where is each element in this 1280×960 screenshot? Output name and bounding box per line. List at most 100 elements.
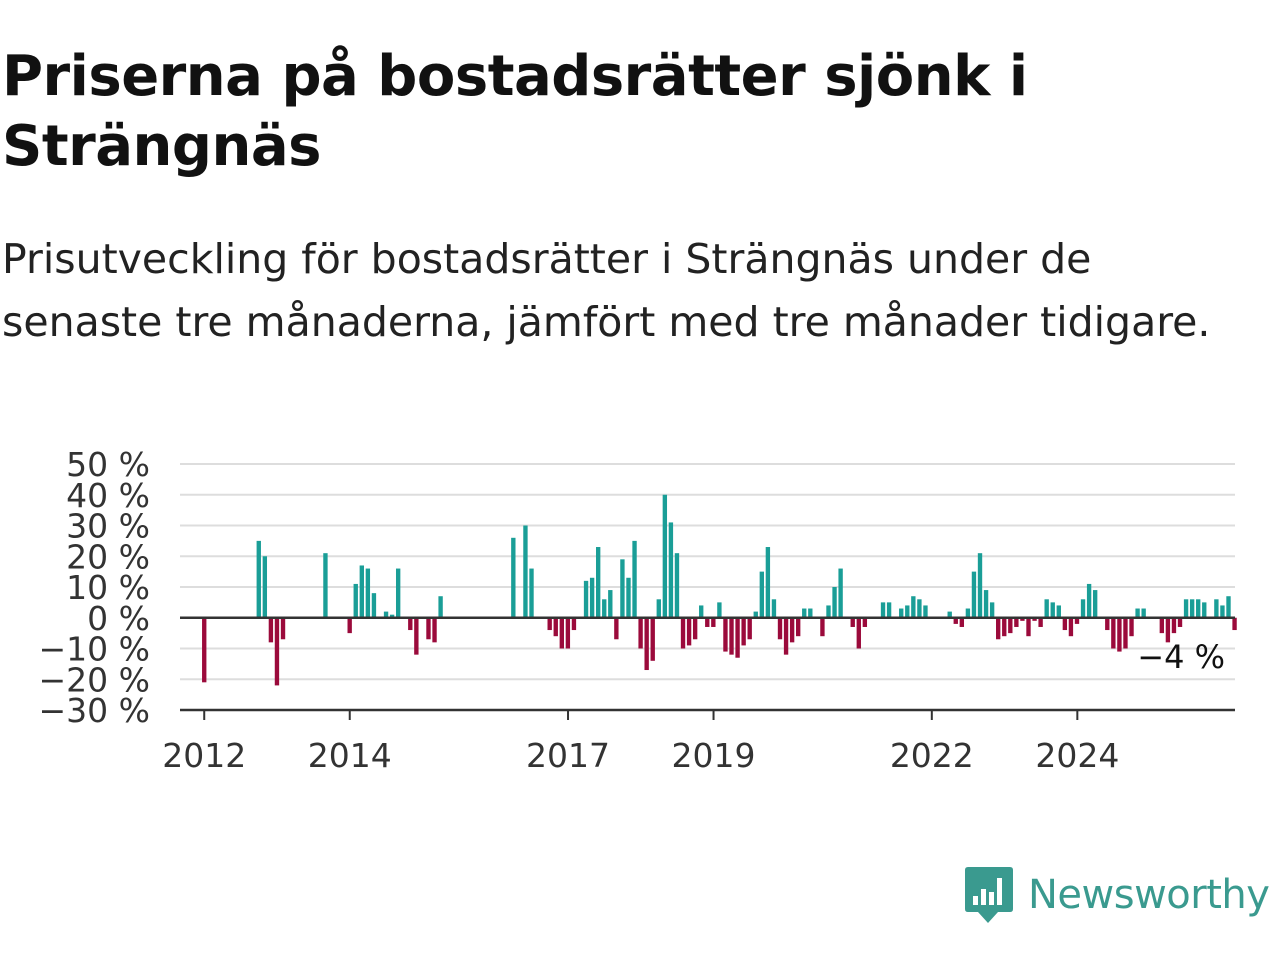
bar	[1086, 583, 1092, 618]
bar	[796, 617, 801, 637]
bar	[595, 547, 601, 618]
bar	[565, 617, 571, 649]
bar	[1092, 590, 1098, 618]
bar	[838, 568, 843, 618]
bar	[1123, 617, 1128, 649]
bar	[699, 605, 704, 618]
bar	[717, 602, 722, 618]
bar	[723, 617, 728, 652]
grid-lines	[180, 463, 1235, 711]
bar	[1165, 617, 1171, 643]
bar	[1226, 596, 1231, 618]
bar	[971, 571, 977, 618]
bar	[977, 553, 983, 618]
bar	[996, 617, 1001, 640]
bar	[789, 617, 795, 643]
bar	[1105, 617, 1110, 631]
bar	[1056, 605, 1061, 618]
bar	[529, 568, 534, 618]
bar	[1032, 617, 1037, 621]
bar	[850, 617, 855, 627]
y-tick-labels: 50 %40 %30 %20 %10 %0 %−10 %−20 %−30 %	[39, 445, 151, 730]
bar	[905, 605, 910, 618]
bar	[365, 568, 371, 618]
bar	[947, 611, 952, 618]
bar	[668, 522, 674, 618]
bar	[1220, 605, 1225, 618]
x-tick-label: 2014	[308, 736, 392, 775]
bar	[280, 617, 286, 640]
bar	[965, 608, 971, 618]
y-tick-label: 50 %	[66, 445, 150, 484]
bar	[832, 587, 837, 618]
bar	[735, 617, 740, 658]
bar	[680, 617, 686, 649]
bar	[783, 617, 789, 655]
bar	[989, 602, 995, 618]
bar	[323, 553, 328, 618]
bar	[644, 617, 649, 671]
bar	[1020, 617, 1025, 621]
bar	[408, 617, 413, 631]
bar	[371, 593, 377, 618]
bar	[705, 617, 710, 627]
bar	[747, 617, 752, 640]
bar	[202, 617, 207, 683]
newsworthy-logo: Newsworthy	[964, 864, 1270, 926]
bar	[523, 525, 528, 618]
bar	[765, 547, 771, 618]
bar	[820, 617, 825, 637]
bar	[953, 617, 958, 624]
bar	[353, 583, 358, 618]
bar	[862, 617, 868, 627]
bar	[674, 553, 680, 618]
x-tick-label: 2017	[526, 736, 610, 775]
bar	[347, 617, 352, 634]
bar	[432, 617, 437, 643]
bar	[686, 617, 692, 646]
bar	[438, 596, 443, 618]
x-tick-labels: 2012 2014 2017 2019 2022 2024	[162, 736, 1119, 775]
bar	[1074, 617, 1080, 624]
bar	[1189, 599, 1195, 618]
bar	[899, 608, 904, 618]
bar	[1159, 617, 1165, 634]
bar	[880, 602, 886, 618]
y-tick-label: 40 %	[66, 476, 150, 515]
bar	[662, 494, 668, 618]
bar	[959, 617, 965, 627]
bar	[911, 596, 916, 618]
bar	[632, 540, 637, 618]
bar	[1111, 617, 1116, 649]
bar	[856, 617, 861, 649]
bar	[626, 577, 631, 618]
y-tick-label: −20 %	[39, 660, 151, 699]
bar	[1129, 617, 1134, 637]
bar	[262, 556, 268, 618]
bar	[1080, 599, 1086, 618]
bar	[608, 590, 613, 618]
bar	[553, 617, 558, 637]
bar	[1117, 617, 1122, 652]
bar	[886, 602, 892, 618]
y-tick-label: 0 %	[87, 599, 150, 638]
bar	[1232, 617, 1237, 631]
x-tick-label: 2022	[890, 736, 974, 775]
bar	[1214, 599, 1219, 618]
page-title: Priserna på bostadsrätter sjönk i Sträng…	[2, 44, 1028, 179]
bar	[547, 617, 552, 631]
bar	[614, 617, 619, 640]
bar	[802, 608, 807, 618]
bar	[571, 617, 577, 631]
bar	[650, 617, 655, 661]
bar	[711, 617, 716, 627]
bar	[1171, 617, 1177, 634]
bar	[771, 599, 777, 618]
bar	[826, 605, 831, 618]
bar	[620, 559, 625, 618]
bar	[383, 611, 389, 618]
bar	[692, 617, 698, 640]
bar	[777, 617, 783, 640]
bar	[426, 617, 431, 640]
bar	[1062, 617, 1068, 631]
